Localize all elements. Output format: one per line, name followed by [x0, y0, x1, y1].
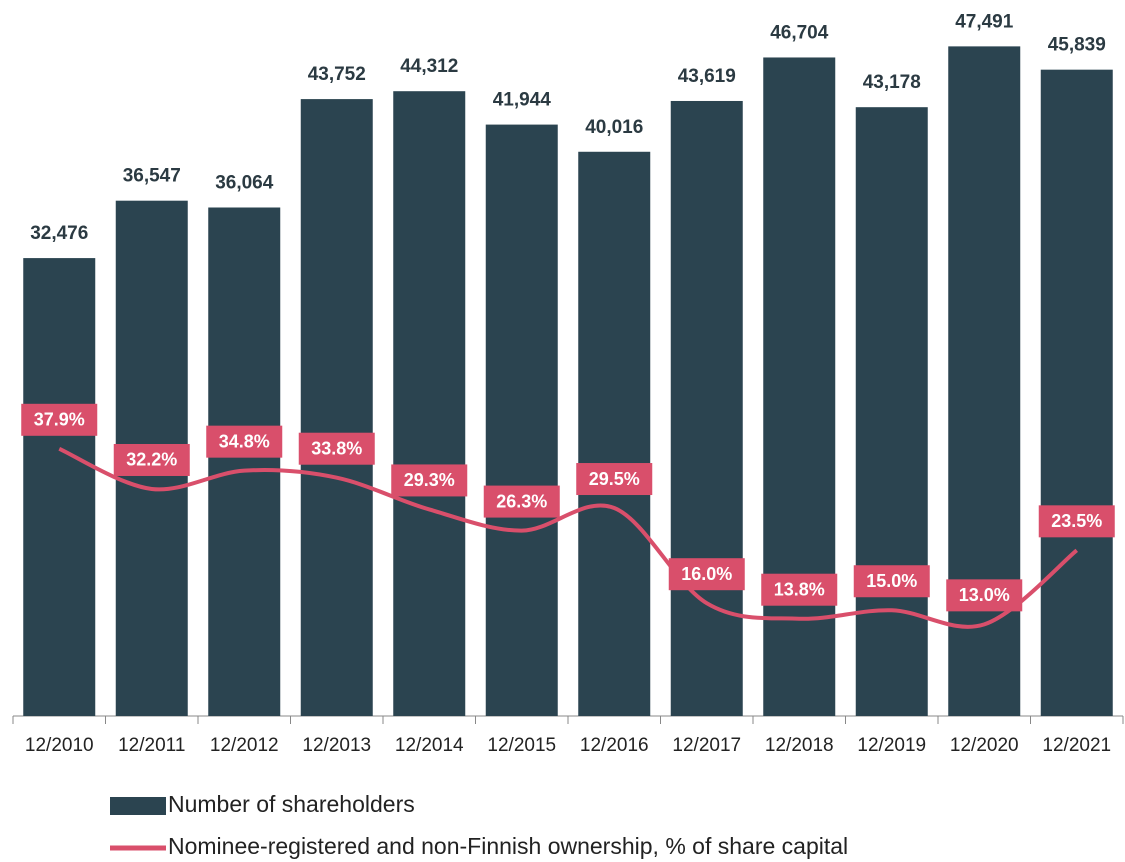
line-value-label: 29.5% — [589, 469, 640, 489]
line-value-label: 33.8% — [311, 438, 362, 458]
bar — [300, 99, 373, 716]
bar — [23, 258, 96, 716]
x-tick-label: 12/2016 — [580, 735, 649, 756]
x-tick-label: 12/2018 — [765, 735, 834, 756]
line-value-label: 29.3% — [404, 470, 455, 490]
line-value-label: 37.9% — [34, 410, 85, 430]
bar-value-label: 45,839 — [1048, 35, 1106, 56]
legend-label: Nominee-registered and non-Finnish owner… — [168, 833, 848, 859]
line-label-box — [391, 464, 468, 497]
bar-value-label: 43,752 — [308, 64, 366, 85]
line-label-box — [576, 463, 653, 496]
x-tick-label: 12/2019 — [857, 735, 926, 756]
line-value-label: 16.0% — [681, 564, 732, 584]
bar — [763, 57, 836, 717]
line-label-box — [1038, 505, 1115, 538]
bar-value-label: 43,178 — [863, 72, 921, 93]
legend-label: Number of shareholders — [168, 791, 415, 817]
bar-value-label: 44,312 — [400, 56, 458, 77]
line-value-label: 13.0% — [959, 585, 1010, 605]
line-value-label: 32.2% — [126, 450, 177, 470]
line-label-box — [206, 425, 283, 458]
bar — [1040, 69, 1113, 716]
bar — [855, 107, 928, 717]
line-label-box — [761, 573, 838, 606]
x-tick-label: 12/2011 — [118, 735, 185, 756]
x-tick-label: 12/2010 — [25, 735, 94, 756]
legend-swatch-bar — [110, 797, 166, 815]
x-tick-label: 12/2021 — [1042, 735, 1111, 756]
line-value-label: 26.3% — [496, 491, 547, 511]
line-label-box — [483, 485, 560, 518]
line-label-box — [298, 432, 375, 465]
bar-value-label: 36,064 — [215, 173, 274, 194]
x-tick-label: 12/2014 — [395, 735, 464, 756]
line-label-box — [946, 579, 1023, 612]
line-label-box — [668, 558, 745, 591]
bar — [208, 207, 281, 716]
line — [58, 446, 1079, 629]
x-tick-label: 12/2020 — [950, 735, 1019, 756]
line-label-box — [853, 565, 930, 598]
bar-value-label: 46,704 — [770, 22, 829, 43]
bar — [948, 46, 1021, 717]
bar-value-label: 41,944 — [493, 90, 552, 111]
bar — [393, 91, 466, 716]
x-tick-label: 12/2015 — [487, 735, 556, 756]
bar-value-label: 43,619 — [678, 66, 736, 87]
line-label-box — [21, 403, 98, 436]
line-value-label: 13.8% — [774, 579, 825, 599]
bar — [485, 124, 558, 716]
x-tick-label: 12/2012 — [210, 735, 279, 756]
bar-value-label: 47,491 — [955, 11, 1014, 32]
line-value-label: 23.5% — [1051, 511, 1102, 531]
line-value-label: 34.8% — [219, 431, 270, 451]
bar-value-label: 36,547 — [123, 166, 181, 187]
line-label-box — [113, 443, 190, 476]
bar — [670, 100, 743, 716]
bar — [578, 151, 651, 716]
line-value-label: 15.0% — [866, 571, 917, 591]
x-tick-label: 12/2017 — [672, 735, 741, 756]
x-tick-label: 12/2013 — [302, 735, 371, 756]
bar-value-label: 40,016 — [585, 117, 643, 138]
bar-value-label: 32,476 — [30, 223, 88, 244]
